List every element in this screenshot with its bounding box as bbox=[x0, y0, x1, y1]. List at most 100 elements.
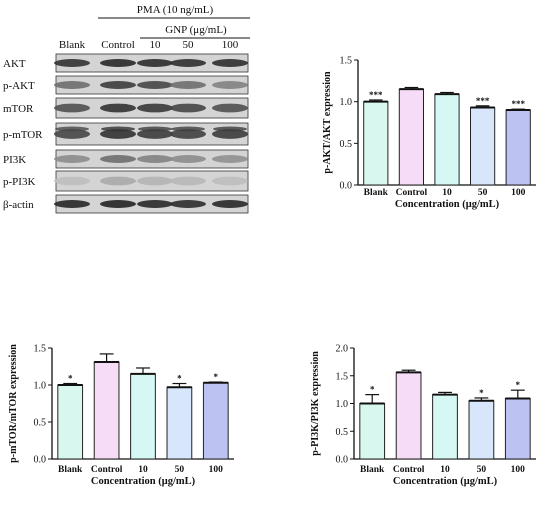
blot-band-r1-l0 bbox=[54, 81, 90, 89]
protein-label-2: mTOR bbox=[3, 103, 34, 115]
category-label-0: Blank bbox=[360, 465, 385, 475]
blot-band-r5-l3 bbox=[170, 176, 206, 186]
y-tick-label: 0.5 bbox=[34, 418, 47, 429]
category-label-1: Control bbox=[91, 465, 123, 475]
blot-band-r2-l3 bbox=[170, 103, 206, 113]
blot-band-upper-r3-l3 bbox=[171, 126, 205, 132]
western-blot-panel: PMA (10 ng/mL) GNP (μg/mL) Blank Control 1… bbox=[3, 4, 250, 214]
significance-mark-0: *** bbox=[369, 90, 383, 100]
blot-band-r4-l1 bbox=[100, 155, 136, 163]
category-label-4: 100 bbox=[209, 465, 224, 475]
bar-0 bbox=[363, 101, 389, 186]
bar-3 bbox=[166, 386, 193, 460]
significance-mark-4: * bbox=[516, 380, 521, 390]
blot-band-upper-r3-l2 bbox=[138, 126, 172, 132]
blot-band-upper-r3-l4 bbox=[213, 126, 247, 132]
y-tick-label: 0.0 bbox=[336, 455, 349, 466]
blot-band-r0-l3 bbox=[170, 59, 206, 67]
significance-mark-3: * bbox=[177, 374, 182, 384]
y-tick-label: 1.5 bbox=[34, 344, 47, 355]
y-tick-label: 0.5 bbox=[340, 139, 353, 150]
blot-band-r1-l2 bbox=[137, 81, 173, 89]
bar-2 bbox=[434, 93, 460, 186]
blot-band-r0-l4 bbox=[212, 59, 248, 67]
category-label-3: 50 bbox=[175, 465, 185, 475]
blot-band-r6-l2 bbox=[137, 200, 173, 208]
category-label-1: Control bbox=[396, 188, 428, 198]
protein-label-4: PI3K bbox=[3, 154, 26, 166]
blot-band-r0-l2 bbox=[137, 59, 173, 67]
lane-label-4: 100 bbox=[222, 39, 239, 51]
blot-band-r0-l0 bbox=[54, 59, 90, 67]
x-axis-label: Concentration (μg/mL) bbox=[395, 199, 500, 210]
blot-band-r2-l1 bbox=[100, 103, 136, 113]
category-label-2: 10 bbox=[442, 188, 452, 198]
blot-band-r1-l3 bbox=[170, 81, 206, 89]
bar-1 bbox=[398, 88, 425, 186]
y-tick-label: 0.5 bbox=[336, 427, 349, 438]
y-tick-label: 0.0 bbox=[340, 181, 353, 192]
bar-4 bbox=[202, 382, 229, 460]
blot-band-r3-l1 bbox=[100, 129, 136, 139]
blot-band-r5-l4 bbox=[212, 176, 248, 186]
category-label-0: Blank bbox=[364, 188, 389, 198]
y-axis-label: p-AKT/AKT expression bbox=[322, 71, 333, 174]
blot-band-r3-l0 bbox=[54, 129, 90, 139]
x-axis-label: Concentration (μg/mL) bbox=[91, 476, 196, 487]
significance-mark-0: * bbox=[68, 374, 73, 384]
blot-band-r5-l0 bbox=[54, 176, 90, 186]
blot-band-r4-l2 bbox=[137, 155, 173, 163]
blot-band-r6-l1 bbox=[100, 200, 136, 208]
x-axis-label: Concentration (μg/mL) bbox=[393, 476, 498, 487]
blot-band-r5-l2 bbox=[137, 176, 173, 186]
pma-label: PMA (10 ng/mL) bbox=[137, 4, 214, 16]
blot-band-r3-l2 bbox=[137, 129, 173, 139]
bar-2 bbox=[130, 373, 156, 460]
blot-band-r3-l4 bbox=[212, 129, 248, 139]
protein-label-5: p-PI3K bbox=[3, 176, 35, 188]
blot-band-r2-l4 bbox=[212, 103, 248, 113]
category-label-0: Blank bbox=[58, 465, 83, 475]
gnp-label: GNP (μg/mL) bbox=[165, 24, 227, 36]
y-tick-label: 1.5 bbox=[340, 56, 353, 67]
category-label-4: 100 bbox=[511, 465, 526, 475]
category-label-2: 10 bbox=[138, 465, 148, 475]
bar-4 bbox=[504, 398, 531, 460]
lane-label-0: Blank bbox=[59, 39, 86, 51]
y-axis-label: p-PI3K/PI3K expression bbox=[310, 351, 321, 456]
lane-label-3: 50 bbox=[183, 39, 195, 51]
bar-2 bbox=[432, 394, 458, 460]
blot-band-r1-l1 bbox=[100, 81, 136, 89]
blot-band-r6-l4 bbox=[212, 200, 248, 208]
chart-p-pi3k-pi3k: 0.0 0.5 1.0 1.5 2.0 * Blank Control 10 * 50 * 100 Con… bbox=[310, 344, 536, 487]
protein-label-0: AKT bbox=[3, 58, 26, 70]
blot-band-r2-l0 bbox=[54, 103, 90, 113]
category-label-3: 50 bbox=[478, 188, 488, 198]
category-label-2: 10 bbox=[440, 465, 450, 475]
blot-band-r4-l3 bbox=[170, 155, 206, 163]
significance-mark-4: * bbox=[214, 372, 219, 382]
bar-3 bbox=[468, 400, 495, 460]
significance-mark-3: * bbox=[479, 388, 484, 398]
bar-4 bbox=[505, 109, 531, 186]
y-tick-label: 1.5 bbox=[336, 371, 349, 382]
blot-band-r1-l4 bbox=[212, 81, 248, 89]
y-tick-label: 0.0 bbox=[34, 455, 47, 466]
blot-band-r5-l1 bbox=[100, 176, 136, 186]
significance-mark-3: *** bbox=[476, 96, 490, 106]
bar-3 bbox=[469, 107, 496, 186]
lane-label-1: Control bbox=[101, 39, 135, 51]
y-tick-label: 1.0 bbox=[34, 381, 47, 392]
bar-1 bbox=[93, 361, 120, 460]
blot-band-r0-l1 bbox=[100, 59, 136, 67]
blot-band-upper-r3-l0 bbox=[55, 126, 89, 132]
category-label-1: Control bbox=[393, 465, 425, 475]
blot-band-r4-l4 bbox=[212, 155, 248, 163]
protein-label-6: β-actin bbox=[3, 199, 34, 211]
y-axis-label: p-mTOR/mTOR expression bbox=[8, 344, 19, 463]
blot-band-r6-l0 bbox=[54, 200, 90, 208]
lane-label-2: 10 bbox=[150, 39, 162, 51]
bar-0 bbox=[57, 384, 84, 460]
category-label-3: 50 bbox=[477, 465, 487, 475]
significance-mark-0: * bbox=[370, 385, 375, 395]
